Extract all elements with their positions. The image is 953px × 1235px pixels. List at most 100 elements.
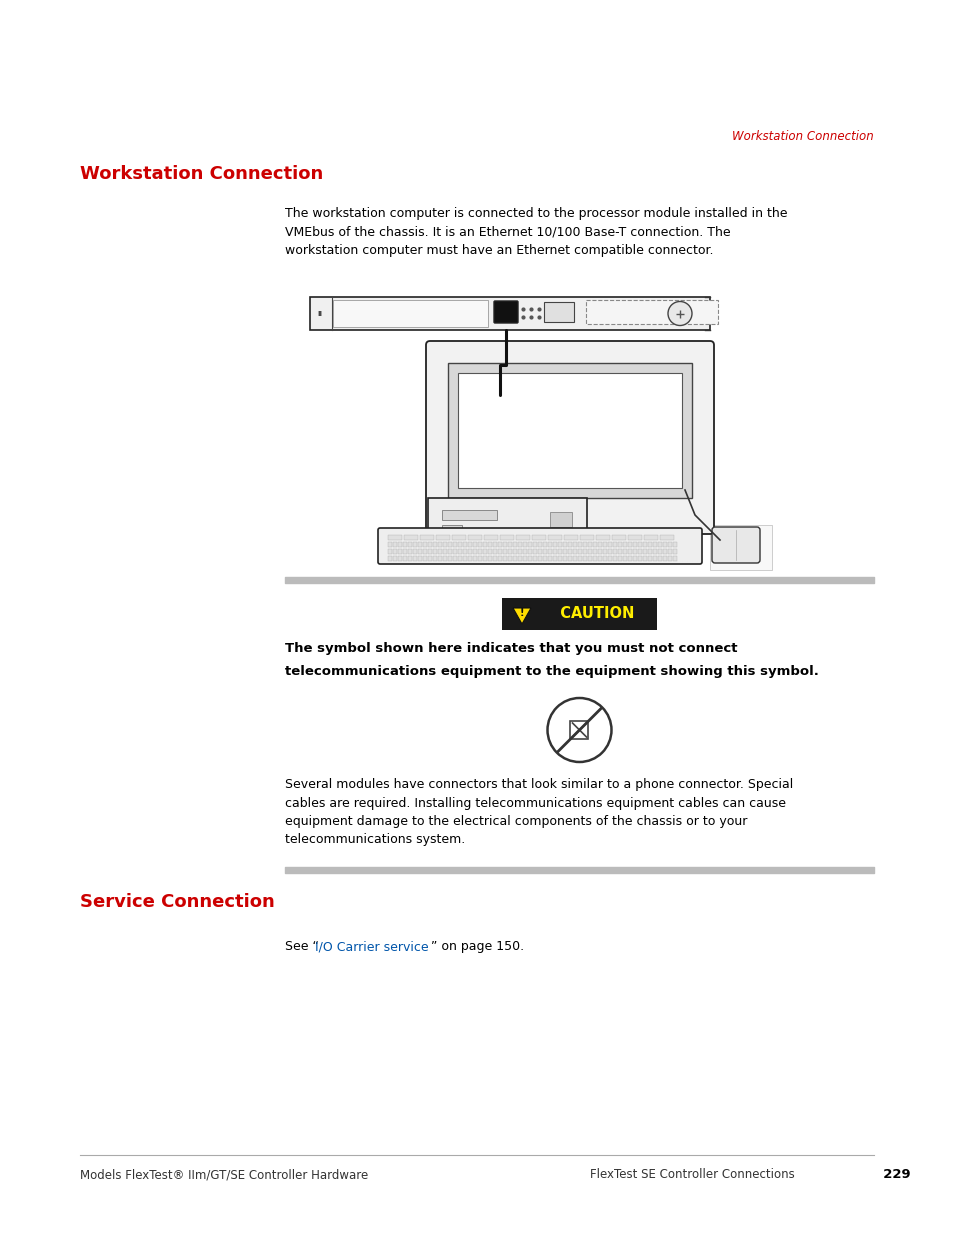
Bar <box>497 556 501 561</box>
Bar <box>462 556 467 561</box>
Bar <box>627 550 631 555</box>
Bar <box>578 550 581 555</box>
Text: II: II <box>317 310 322 316</box>
Bar <box>643 535 658 540</box>
Bar <box>618 556 621 561</box>
Bar <box>550 513 572 527</box>
Text: Workstation Connection: Workstation Connection <box>732 130 873 143</box>
Bar <box>647 556 651 561</box>
FancyBboxPatch shape <box>428 498 586 558</box>
Bar <box>413 556 416 561</box>
FancyBboxPatch shape <box>426 341 713 534</box>
Bar <box>388 542 392 547</box>
Bar <box>562 556 566 561</box>
Bar <box>537 556 541 561</box>
Bar <box>453 550 456 555</box>
Bar <box>562 542 566 547</box>
Bar <box>537 542 541 547</box>
Text: CAUTION: CAUTION <box>549 606 634 621</box>
Text: Service Connection: Service Connection <box>80 893 274 911</box>
Bar <box>587 542 592 547</box>
Bar <box>468 550 472 555</box>
Bar <box>633 550 637 555</box>
Bar <box>553 542 557 547</box>
Bar <box>622 542 626 547</box>
Bar <box>402 542 407 547</box>
Bar <box>652 542 657 547</box>
Bar <box>638 542 641 547</box>
Bar <box>477 542 481 547</box>
Bar <box>627 542 631 547</box>
Bar <box>482 550 486 555</box>
Bar <box>658 550 661 555</box>
Bar <box>448 363 691 498</box>
Bar <box>408 556 412 561</box>
Bar <box>448 542 452 547</box>
Bar <box>507 542 512 547</box>
FancyBboxPatch shape <box>711 527 760 563</box>
Bar <box>567 556 572 561</box>
Bar <box>547 535 561 540</box>
Bar <box>532 535 545 540</box>
Bar <box>408 542 412 547</box>
Bar <box>598 550 601 555</box>
Bar <box>642 542 646 547</box>
Bar <box>522 542 526 547</box>
Bar <box>393 550 396 555</box>
Bar <box>567 550 572 555</box>
Bar <box>402 556 407 561</box>
Bar <box>436 535 450 540</box>
Bar <box>573 550 577 555</box>
Bar <box>547 556 552 561</box>
Bar <box>457 550 461 555</box>
Text: !: ! <box>519 608 524 618</box>
Bar <box>397 550 401 555</box>
Bar <box>507 550 512 555</box>
Bar <box>483 535 497 540</box>
Bar <box>582 550 586 555</box>
Bar <box>667 550 671 555</box>
Bar <box>552 529 587 543</box>
Bar <box>578 556 581 561</box>
Bar <box>607 550 612 555</box>
Polygon shape <box>513 608 531 624</box>
Bar <box>502 542 506 547</box>
Bar <box>558 542 561 547</box>
Bar <box>448 556 452 561</box>
Bar <box>542 550 546 555</box>
Bar <box>437 542 441 547</box>
Bar <box>647 542 651 547</box>
Bar <box>502 550 506 555</box>
Bar <box>442 542 447 547</box>
Bar <box>524 543 615 551</box>
Bar <box>428 550 432 555</box>
Bar <box>413 542 416 547</box>
Bar <box>672 550 677 555</box>
Bar <box>433 542 436 547</box>
Bar <box>413 550 416 555</box>
Bar <box>493 550 497 555</box>
Bar <box>437 550 441 555</box>
Bar <box>579 535 594 540</box>
Bar <box>408 550 412 555</box>
Bar <box>473 542 476 547</box>
Bar <box>667 542 671 547</box>
Bar <box>537 550 541 555</box>
Bar <box>596 535 609 540</box>
Bar <box>563 535 578 540</box>
Bar <box>672 542 677 547</box>
Bar <box>393 542 396 547</box>
Bar <box>388 556 392 561</box>
Bar <box>442 550 447 555</box>
Bar <box>573 556 577 561</box>
Bar <box>558 556 561 561</box>
Circle shape <box>667 301 691 326</box>
Bar <box>448 550 452 555</box>
Bar <box>441 525 461 534</box>
FancyBboxPatch shape <box>494 301 517 324</box>
Bar <box>417 556 421 561</box>
Bar <box>633 556 637 561</box>
Bar <box>612 535 625 540</box>
Bar <box>578 542 581 547</box>
Bar <box>333 300 488 327</box>
